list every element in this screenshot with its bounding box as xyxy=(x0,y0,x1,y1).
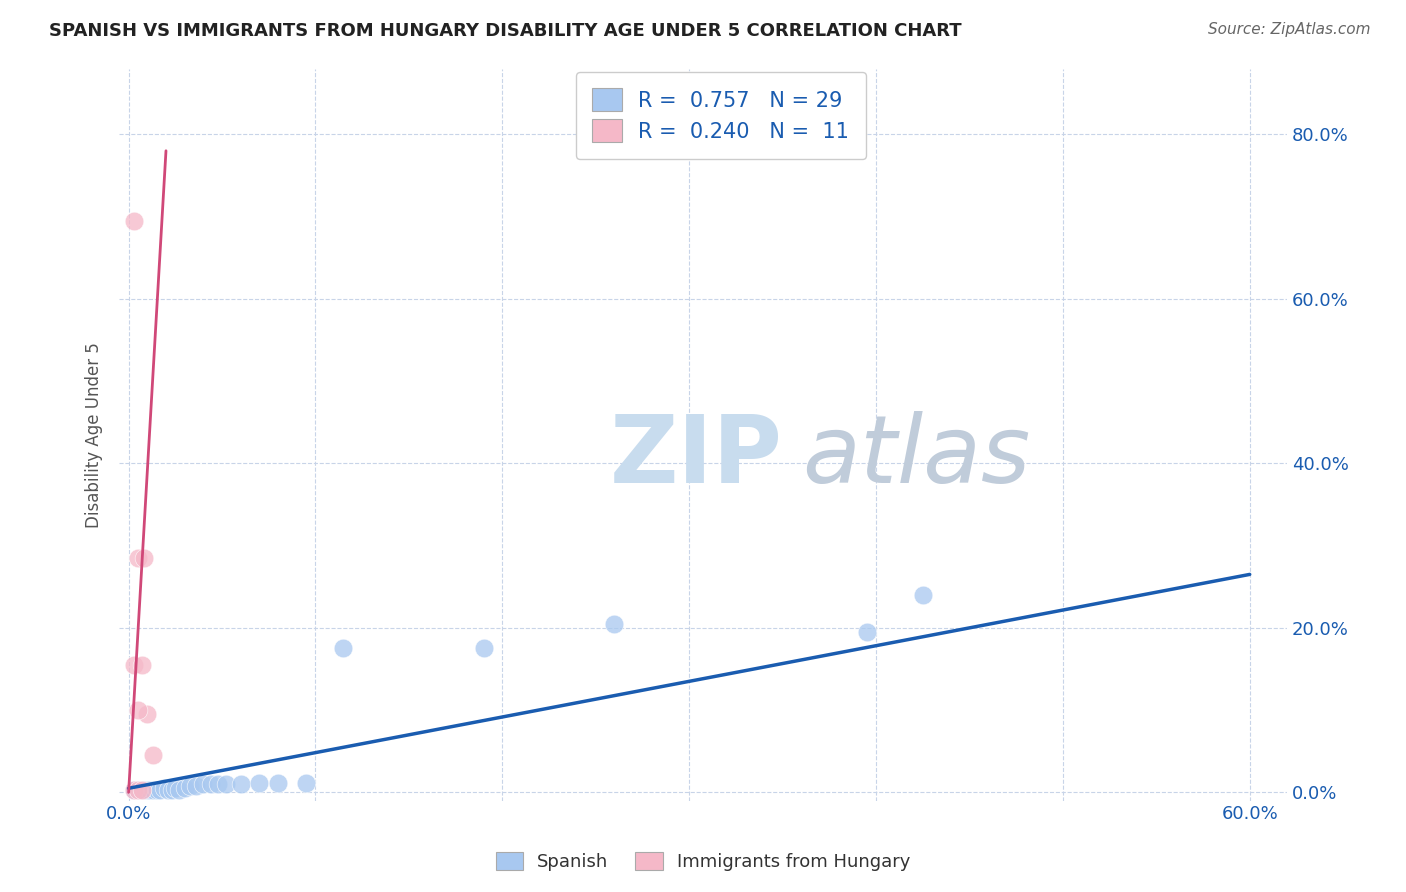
Point xyxy=(153,781,176,796)
Point xyxy=(131,657,153,672)
Point xyxy=(142,783,165,797)
Point xyxy=(134,783,156,797)
Point xyxy=(603,616,626,631)
Point xyxy=(855,625,877,640)
Point xyxy=(911,588,934,602)
Point xyxy=(173,781,195,796)
Point xyxy=(136,707,159,722)
Point xyxy=(207,777,229,791)
Point xyxy=(184,779,207,793)
Text: ZIP: ZIP xyxy=(610,410,783,502)
Text: SPANISH VS IMMIGRANTS FROM HUNGARY DISABILITY AGE UNDER 5 CORRELATION CHART: SPANISH VS IMMIGRANTS FROM HUNGARY DISAB… xyxy=(49,22,962,40)
Point xyxy=(215,777,238,791)
Point xyxy=(127,551,149,566)
Y-axis label: Disability Age Under 5: Disability Age Under 5 xyxy=(86,342,103,527)
Point xyxy=(200,777,222,791)
Point xyxy=(472,641,495,656)
Point xyxy=(122,213,145,227)
Point xyxy=(131,783,153,797)
Point xyxy=(193,777,215,791)
Point xyxy=(138,783,160,797)
Point xyxy=(295,775,318,789)
Point xyxy=(145,783,167,797)
Point xyxy=(122,657,145,672)
Text: Source: ZipAtlas.com: Source: ZipAtlas.com xyxy=(1208,22,1371,37)
Text: atlas: atlas xyxy=(803,411,1031,502)
Point xyxy=(127,783,149,797)
Point xyxy=(229,777,252,791)
Point xyxy=(127,703,149,717)
Point xyxy=(131,783,153,797)
Point xyxy=(142,748,165,763)
Point xyxy=(267,775,290,789)
Point xyxy=(179,779,201,793)
Point xyxy=(156,783,179,797)
Point xyxy=(332,641,354,656)
Legend: Spanish, Immigrants from Hungary: Spanish, Immigrants from Hungary xyxy=(488,845,918,879)
Point xyxy=(127,783,149,797)
Point xyxy=(132,551,155,566)
Point xyxy=(149,783,172,797)
Point xyxy=(165,781,187,796)
Point xyxy=(160,783,183,797)
Point xyxy=(122,783,145,797)
Point xyxy=(249,775,271,789)
Point xyxy=(167,783,190,797)
Point xyxy=(122,783,145,797)
Legend: R =  0.757   N = 29, R =  0.240   N =  11: R = 0.757 N = 29, R = 0.240 N = 11 xyxy=(575,71,866,159)
